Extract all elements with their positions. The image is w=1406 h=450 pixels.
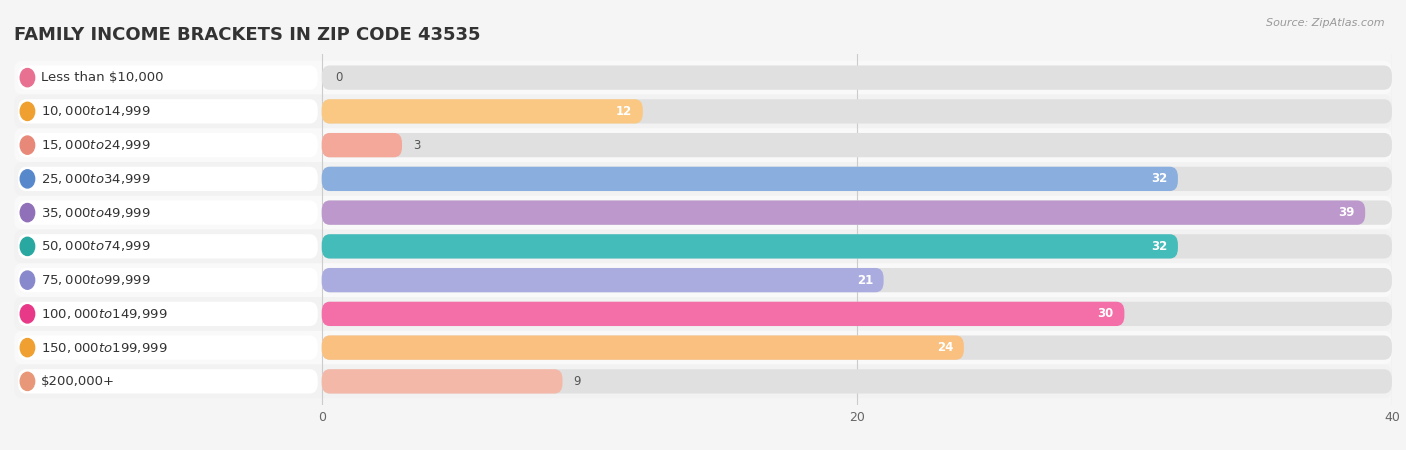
FancyBboxPatch shape bbox=[322, 99, 1392, 123]
Text: 3: 3 bbox=[413, 139, 420, 152]
Circle shape bbox=[20, 338, 35, 357]
FancyBboxPatch shape bbox=[14, 297, 1392, 331]
Circle shape bbox=[20, 305, 35, 323]
Circle shape bbox=[20, 102, 35, 121]
Text: 39: 39 bbox=[1339, 206, 1354, 219]
FancyBboxPatch shape bbox=[322, 369, 1392, 393]
Text: 30: 30 bbox=[1098, 307, 1114, 320]
FancyBboxPatch shape bbox=[322, 268, 1392, 292]
FancyBboxPatch shape bbox=[18, 302, 318, 326]
FancyBboxPatch shape bbox=[322, 234, 1392, 258]
FancyBboxPatch shape bbox=[322, 201, 1392, 225]
Text: $15,000 to $24,999: $15,000 to $24,999 bbox=[41, 138, 150, 152]
Text: $25,000 to $34,999: $25,000 to $34,999 bbox=[41, 172, 150, 186]
Text: $100,000 to $149,999: $100,000 to $149,999 bbox=[41, 307, 167, 321]
Text: 32: 32 bbox=[1152, 172, 1167, 185]
FancyBboxPatch shape bbox=[14, 263, 1392, 297]
Circle shape bbox=[20, 372, 35, 391]
Circle shape bbox=[20, 170, 35, 188]
FancyBboxPatch shape bbox=[18, 234, 318, 258]
Text: 24: 24 bbox=[936, 341, 953, 354]
Text: $150,000 to $199,999: $150,000 to $199,999 bbox=[41, 341, 167, 355]
FancyBboxPatch shape bbox=[14, 196, 1392, 230]
FancyBboxPatch shape bbox=[14, 61, 1392, 94]
FancyBboxPatch shape bbox=[14, 128, 1392, 162]
Text: Less than $10,000: Less than $10,000 bbox=[41, 71, 163, 84]
Text: 12: 12 bbox=[616, 105, 633, 118]
Text: $10,000 to $14,999: $10,000 to $14,999 bbox=[41, 104, 150, 118]
FancyBboxPatch shape bbox=[18, 268, 318, 292]
FancyBboxPatch shape bbox=[322, 369, 562, 393]
Text: $75,000 to $99,999: $75,000 to $99,999 bbox=[41, 273, 150, 287]
FancyBboxPatch shape bbox=[322, 302, 1125, 326]
Text: 32: 32 bbox=[1152, 240, 1167, 253]
FancyBboxPatch shape bbox=[322, 336, 1392, 360]
FancyBboxPatch shape bbox=[14, 230, 1392, 263]
FancyBboxPatch shape bbox=[18, 336, 318, 360]
FancyBboxPatch shape bbox=[14, 331, 1392, 364]
FancyBboxPatch shape bbox=[18, 369, 318, 393]
Text: FAMILY INCOME BRACKETS IN ZIP CODE 43535: FAMILY INCOME BRACKETS IN ZIP CODE 43535 bbox=[14, 26, 481, 44]
FancyBboxPatch shape bbox=[322, 133, 402, 157]
Text: 0: 0 bbox=[335, 71, 343, 84]
Text: $200,000+: $200,000+ bbox=[41, 375, 115, 388]
FancyBboxPatch shape bbox=[322, 65, 1392, 90]
FancyBboxPatch shape bbox=[322, 166, 1392, 191]
FancyBboxPatch shape bbox=[14, 364, 1392, 398]
FancyBboxPatch shape bbox=[322, 166, 1178, 191]
FancyBboxPatch shape bbox=[322, 302, 1392, 326]
Circle shape bbox=[20, 203, 35, 222]
FancyBboxPatch shape bbox=[322, 336, 965, 360]
FancyBboxPatch shape bbox=[18, 99, 318, 123]
FancyBboxPatch shape bbox=[18, 65, 318, 90]
Circle shape bbox=[20, 68, 35, 87]
FancyBboxPatch shape bbox=[322, 133, 1392, 157]
FancyBboxPatch shape bbox=[322, 234, 1178, 258]
FancyBboxPatch shape bbox=[14, 94, 1392, 128]
FancyBboxPatch shape bbox=[14, 162, 1392, 196]
Text: 9: 9 bbox=[574, 375, 581, 388]
FancyBboxPatch shape bbox=[18, 166, 318, 191]
Text: $50,000 to $74,999: $50,000 to $74,999 bbox=[41, 239, 150, 253]
Text: $35,000 to $49,999: $35,000 to $49,999 bbox=[41, 206, 150, 220]
FancyBboxPatch shape bbox=[18, 133, 318, 157]
Circle shape bbox=[20, 136, 35, 154]
FancyBboxPatch shape bbox=[322, 201, 1365, 225]
FancyBboxPatch shape bbox=[18, 201, 318, 225]
Text: Source: ZipAtlas.com: Source: ZipAtlas.com bbox=[1267, 18, 1385, 28]
FancyBboxPatch shape bbox=[322, 268, 883, 292]
FancyBboxPatch shape bbox=[322, 99, 643, 123]
Text: 21: 21 bbox=[856, 274, 873, 287]
Circle shape bbox=[20, 237, 35, 256]
Circle shape bbox=[20, 271, 35, 289]
